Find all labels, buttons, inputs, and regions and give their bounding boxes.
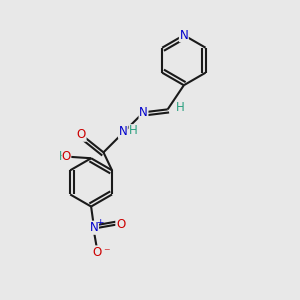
Text: H: H bbox=[129, 124, 138, 137]
Text: N: N bbox=[118, 125, 127, 138]
Text: N: N bbox=[90, 221, 98, 234]
Text: N: N bbox=[179, 29, 188, 42]
Text: O: O bbox=[92, 246, 102, 259]
Text: H: H bbox=[59, 150, 68, 163]
Text: O: O bbox=[77, 128, 86, 141]
Text: +: + bbox=[96, 218, 103, 227]
Text: H: H bbox=[176, 100, 184, 113]
Text: O: O bbox=[116, 218, 125, 231]
Text: N: N bbox=[139, 106, 148, 119]
Text: O: O bbox=[62, 150, 71, 163]
Text: ⁻: ⁻ bbox=[103, 246, 110, 259]
